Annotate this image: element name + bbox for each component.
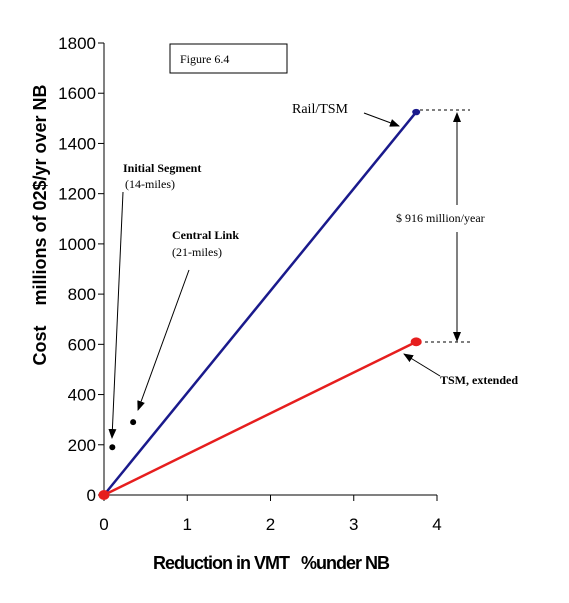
initial-segment-arrow [108,191,124,439]
tsm-extended-arrow [403,353,441,377]
x-tick-label: 0 [99,515,108,534]
x-axis-title: Reduction in VMT %under NB [153,553,390,573]
y-tick-label: 1200 [58,185,96,204]
y-tick-label: 200 [68,436,96,455]
tsm-extended-label: TSM, extended [440,373,518,387]
y-tick-label: 1800 [58,34,96,53]
axes [103,43,437,496]
series-group [98,108,422,500]
x-tick-label: 2 [266,515,275,534]
figure-label: Figure 6.4 [180,52,229,66]
y-tick-label: 600 [68,335,96,354]
y-axis-ticks: 0 200 400 600 800 1000 1200 1400 1600 1800 [58,34,104,505]
central-link-label: Central Link [172,228,239,242]
y-tick-label: 1400 [58,134,96,153]
central-link-arrow [137,269,190,411]
figure-label-box [169,43,288,74]
y-tick-label: 1000 [58,235,96,254]
origin-point [98,490,110,500]
y-axis-title: Cost millions of 02$/yr over NB [30,84,50,365]
initial-segment-label: Initial Segment [123,161,201,175]
x-axis-ticks: 0 1 2 3 4 [99,495,442,534]
y-tick-label: 800 [68,285,96,304]
y-tick-label: 1600 [58,84,96,103]
initial-segment-detail: (14-miles) [125,177,175,191]
initial-segment-point [109,444,116,451]
rail-tsm-label: Rail/TSM [292,102,349,117]
x-tick-label: 4 [432,515,441,534]
x-tick-label: 3 [349,515,358,534]
central-link-point [130,419,137,426]
rail-tsm-line [103,111,418,496]
tsm-extended-line [103,340,417,497]
rail-tsm-endpoint [412,108,421,116]
y-tick-label: 0 [87,486,96,505]
tsm-extended-endpoint [410,337,422,347]
rail-tsm-arrow [363,112,400,127]
difference-label: $ 916 million/year [396,211,485,225]
y-tick-label: 400 [68,386,96,405]
x-tick-label: 1 [183,515,192,534]
central-link-detail: (21-miles) [172,245,222,259]
